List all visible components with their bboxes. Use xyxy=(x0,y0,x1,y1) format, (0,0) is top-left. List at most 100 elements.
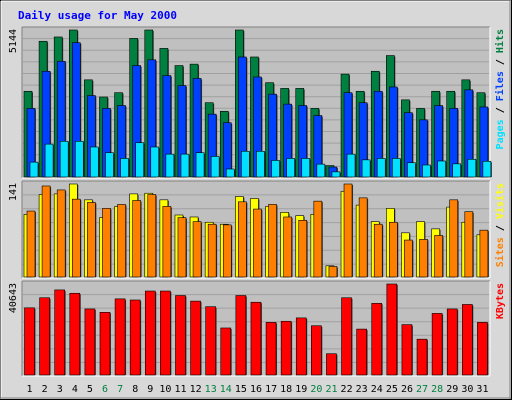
bar-kbytes-14 xyxy=(220,327,232,376)
legend-entry: Visits xyxy=(494,183,506,219)
bar-sites-26 xyxy=(404,239,413,278)
bar-pages-19 xyxy=(301,158,311,178)
legend-entry: Pages xyxy=(495,119,506,149)
bar-pages-15 xyxy=(241,150,250,178)
bar-sites-21 xyxy=(328,266,338,278)
bar-sites-29 xyxy=(449,199,459,278)
panel-visitors: 141 Sites / Visits xyxy=(8,180,506,279)
bar-kbytes-12 xyxy=(190,300,201,376)
bar-kbytes-8 xyxy=(129,299,141,376)
bar-pages-12 xyxy=(195,152,205,178)
x-tick-label: 15 xyxy=(235,384,247,395)
x-tick-label: 5 xyxy=(87,384,93,395)
bar-pages-11 xyxy=(180,153,190,178)
bar-sites-27 xyxy=(419,239,428,278)
x-tick-label: 12 xyxy=(190,384,202,395)
bar-kbytes-26 xyxy=(401,324,413,376)
bar-sites-10 xyxy=(162,206,172,278)
bar-kbytes-17 xyxy=(265,322,277,376)
bar-pages-8 xyxy=(135,142,144,178)
x-tick-label: 17 xyxy=(265,384,277,395)
bar-sites-4 xyxy=(71,198,81,278)
bar-pages-23 xyxy=(361,159,371,178)
x-tick-label: 1 xyxy=(27,384,33,395)
panel-legend: Sites / Visits xyxy=(494,183,506,267)
y-max-label: 5144 xyxy=(8,29,19,53)
legend-entry: / xyxy=(495,53,506,71)
bar-kbytes-22 xyxy=(341,297,352,376)
bar-kbytes-5 xyxy=(84,308,96,376)
x-tick-label: 24 xyxy=(371,384,383,395)
x-tick-label: 27 xyxy=(416,384,428,395)
bar-kbytes-16 xyxy=(250,301,262,376)
x-tick-label: 13 xyxy=(205,384,217,395)
bar-kbytes-11 xyxy=(175,295,186,376)
legend-entry: KBytes xyxy=(495,283,506,319)
bar-pages-30 xyxy=(467,158,477,178)
bar-pages-3 xyxy=(59,140,69,178)
bar-kbytes-3 xyxy=(54,289,65,376)
bar-pages-24 xyxy=(376,158,386,178)
x-tick-label: 21 xyxy=(325,384,337,395)
bar-sites-1 xyxy=(26,210,36,278)
bar-sites-15 xyxy=(238,201,247,278)
chart-title: Daily usage for May 2000 xyxy=(18,9,177,22)
bar-pages-26 xyxy=(407,162,416,178)
bar-pages-6 xyxy=(105,152,114,178)
x-tick-label: 30 xyxy=(461,384,473,395)
bar-kbytes-10 xyxy=(160,290,171,376)
bar-kbytes-27 xyxy=(416,338,428,376)
x-tick-label: 28 xyxy=(431,384,443,395)
panel-legend: KBytes xyxy=(495,283,506,319)
chart-panels: 5144 Pages / Files / Hits 141 Sites / Visit… xyxy=(8,26,506,377)
bar-sites-9 xyxy=(147,194,157,278)
bar-sites-16 xyxy=(253,208,262,278)
bar-sites-24 xyxy=(373,223,383,278)
x-tick-label: 31 xyxy=(476,384,488,395)
bar-pages-29 xyxy=(452,163,462,178)
bar-pages-16 xyxy=(256,150,265,178)
x-tick-label: 26 xyxy=(401,384,413,395)
bar-kbytes-6 xyxy=(99,312,111,376)
bar-sites-19 xyxy=(298,219,308,278)
bar-sites-17 xyxy=(268,204,277,278)
legend-entry: / xyxy=(495,101,506,119)
bar-sites-31 xyxy=(479,229,489,278)
bar-sites-30 xyxy=(464,211,474,278)
bar-kbytes-20 xyxy=(311,325,322,376)
bar-sites-13 xyxy=(207,223,217,278)
bar-sites-7 xyxy=(117,204,126,278)
x-axis-tick-labels: 1 2 3 4 5 6 7 8 9 10 11 12 13 14 15 16 17 18 19 20 21 22 23 24 2… xyxy=(27,384,489,395)
panel-volume: 40643 KBytes xyxy=(8,280,506,377)
bar-pages-10 xyxy=(165,153,175,178)
x-tick-label: 20 xyxy=(310,384,322,395)
bar-kbytes-9 xyxy=(144,290,156,376)
bar-sites-12 xyxy=(192,221,202,278)
x-tick-label: 18 xyxy=(280,384,292,395)
bar-pages-27 xyxy=(422,164,431,178)
bar-kbytes-30 xyxy=(462,304,473,376)
bar-kbytes-23 xyxy=(356,328,367,376)
bar-sites-28 xyxy=(434,235,443,278)
x-tick-label: 6 xyxy=(102,384,108,395)
bar-sites-6 xyxy=(102,208,111,278)
bar-sites-20 xyxy=(313,200,323,278)
bar-pages-31 xyxy=(482,160,492,178)
legend-entry: Hits xyxy=(494,29,506,53)
x-tick-label: 11 xyxy=(174,384,186,395)
bar-sites-8 xyxy=(132,200,141,278)
bar-sites-5 xyxy=(87,202,96,278)
bar-kbytes-1 xyxy=(24,307,35,376)
bar-pages-13 xyxy=(210,156,220,178)
x-tick-label: 2 xyxy=(42,384,48,395)
bar-kbytes-4 xyxy=(69,292,81,376)
bar-kbytes-18 xyxy=(280,320,292,376)
legend-entry: / xyxy=(495,219,506,237)
panel-requests: 5144 Pages / Files / Hits xyxy=(8,26,506,179)
x-tick-label: 16 xyxy=(250,384,262,395)
bar-kbytes-15 xyxy=(235,295,247,376)
legend-entry: Sites xyxy=(494,237,506,267)
bar-kbytes-31 xyxy=(477,322,488,376)
bar-kbytes-29 xyxy=(446,308,458,376)
